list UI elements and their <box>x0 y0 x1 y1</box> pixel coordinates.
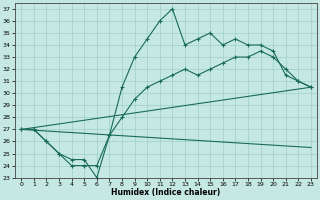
X-axis label: Humidex (Indice chaleur): Humidex (Indice chaleur) <box>111 188 221 197</box>
